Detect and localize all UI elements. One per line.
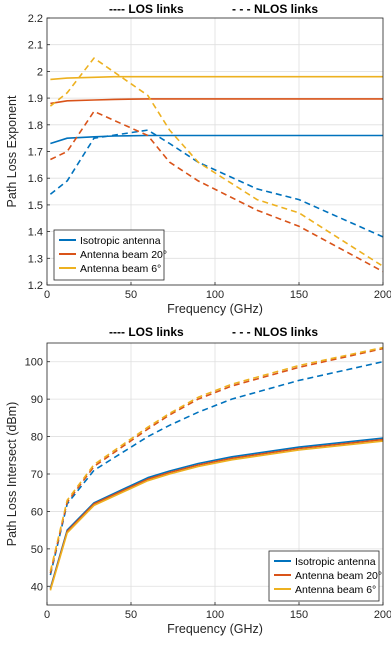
x-axis-label: Frequency (GHz) [167, 622, 263, 636]
nlos-legend-label: - - - NLOS links [232, 325, 318, 339]
x-tick-label: 150 [290, 609, 308, 621]
y-tick-label: 1.9 [28, 93, 43, 105]
series-line-los-isotropic [49, 437, 384, 589]
series-line-nlos-beam20 [49, 347, 384, 574]
series-line-nlos-beam20 [50, 110, 384, 273]
y-tick-label: 1.6 [28, 173, 43, 185]
y-tick-label: 1.3 [28, 253, 43, 265]
y-tick-label: 2 [37, 66, 43, 78]
y-tick-label: 1.8 [28, 120, 43, 132]
y-tick-label: 1.4 [28, 227, 43, 239]
series-line-los-beam6 [50, 75, 383, 81]
series-line-nlos-isotropic [49, 129, 384, 238]
nlos-legend-label: - - - NLOS links [232, 2, 318, 16]
x-tick-label: 50 [125, 609, 137, 621]
legend-entry: Antenna beam 6° [80, 263, 161, 275]
x-tick-label: 150 [290, 289, 308, 301]
legend-entry: Antenna beam 20° [80, 249, 167, 261]
y-tick-label: 60 [31, 506, 43, 518]
y-axis-label: Path Loss Exponent [5, 95, 19, 207]
chart-path-loss-exponent: 0 50 100 150 200 1.2 1.3 1.4 1.5 1.6 1.7 1.8 1.9 2 2.1… [5, 2, 391, 316]
legend-entry: Isotropic antenna [80, 235, 161, 247]
y-tick-label: 2.1 [28, 40, 43, 52]
y-tick-label: 70 [31, 469, 43, 481]
series-line-nlos-beam6 [49, 346, 384, 572]
series-line-los-beam20 [49, 438, 384, 590]
y-tick-label: 2.2 [28, 13, 43, 25]
y-tick-label: 1.7 [28, 147, 43, 159]
y-axis-label: Path Loss Intersect (dBm) [5, 402, 19, 547]
series-line-los-beam6 [49, 440, 384, 591]
los-legend-label: ---- LOS links [109, 325, 184, 339]
y-tick-label: 90 [31, 394, 43, 406]
x-axis-label: Frequency (GHz) [167, 302, 263, 316]
x-tick-label: 0 [44, 609, 50, 621]
y-tick-label: 50 [31, 544, 43, 556]
los-legend-label: ---- LOS links [109, 2, 184, 16]
x-tick-label: 0 [44, 289, 50, 301]
legend-entry: Antenna beam 20° [295, 570, 382, 582]
y-tick-label: 100 [25, 357, 43, 369]
x-tick-label: 200 [374, 609, 391, 621]
x-tick-label: 50 [125, 289, 137, 301]
y-tick-label: 1.2 [28, 280, 43, 292]
y-tick-label: 80 [31, 432, 43, 444]
series-line-nlos-isotropic [49, 360, 384, 576]
x-tick-label: 200 [374, 289, 391, 301]
series-line-nlos-beam6 [49, 57, 384, 267]
legend-entry: Isotropic antenna [295, 556, 376, 568]
x-tick-label: 100 [206, 609, 224, 621]
x-tick-label: 100 [206, 289, 224, 301]
y-tick-label: 40 [31, 581, 43, 593]
legend-entry: Antenna beam 6° [295, 584, 376, 596]
series-line-los-beam20 [50, 98, 383, 105]
y-tick-label: 1.5 [28, 200, 43, 212]
